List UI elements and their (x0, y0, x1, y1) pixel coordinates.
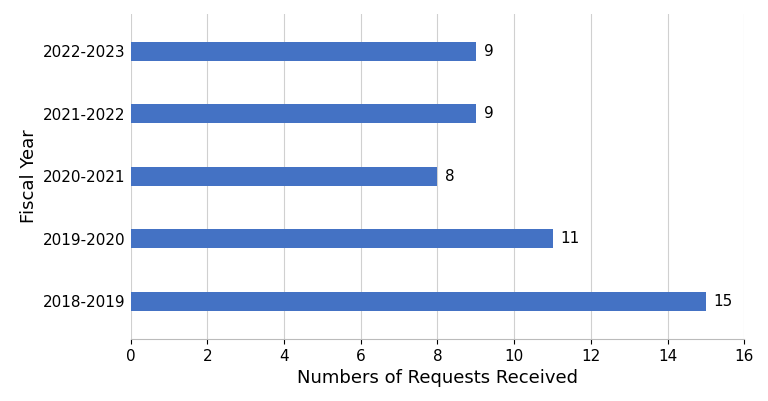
Text: 8: 8 (445, 169, 455, 184)
Text: 9: 9 (484, 106, 493, 122)
Text: 15: 15 (713, 294, 733, 309)
Bar (131, 42, 476, 61)
Text: 9: 9 (484, 44, 493, 59)
Y-axis label: Fiscal Year: Fiscal Year (19, 130, 38, 223)
Bar (131, 229, 553, 248)
Bar (131, 105, 476, 123)
Bar (131, 292, 706, 311)
X-axis label: Numbers of Requests Received: Numbers of Requests Received (297, 369, 578, 387)
Text: 11: 11 (561, 231, 580, 246)
Bar (131, 167, 438, 186)
